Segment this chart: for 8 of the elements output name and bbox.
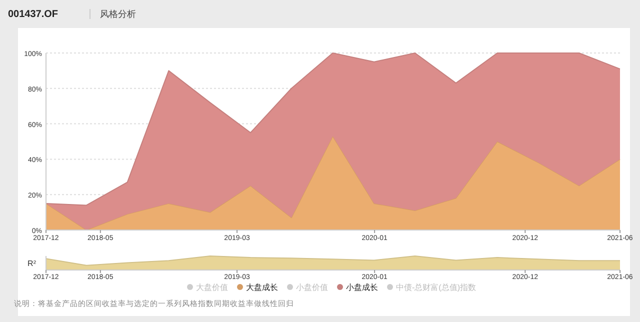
y-axis-title: R² [28,259,36,268]
legend-label: 小盘成长 [346,283,378,292]
legend-label: 小盘价值 [296,283,328,292]
chart-subtitle: 风格分析 [100,9,136,19]
legend-label: 中债-总财富(总值)指数 [396,283,476,292]
legend-label: 大盘价值 [196,283,228,292]
chart-title: 001437.OF [8,9,58,20]
legend-label: 大盘成长 [246,283,278,292]
